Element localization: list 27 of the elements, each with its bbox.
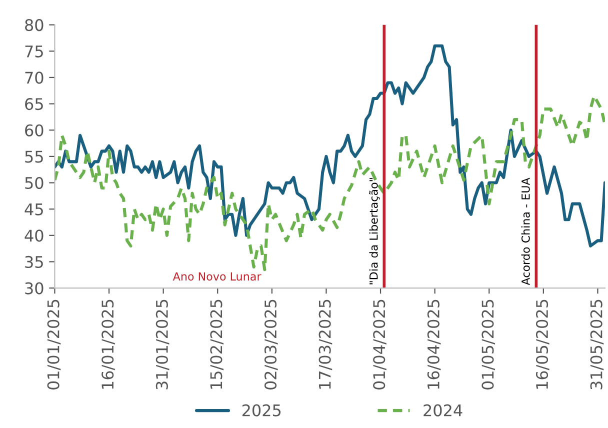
annotation: Ano Novo Lunar [172,272,262,281]
x-tick-label: 17/03/2025 [318,300,332,389]
x-tick-label: 16/01/2025 [102,300,115,389]
x-tick-label: 01/04/2025 [373,300,386,390]
legend-label: 2024 [424,404,462,416]
x-tick-label: 31/01/2025 [156,300,170,390]
x-tick-label: 31/05/2025 [590,300,604,390]
ref-line-label: "Dia da Libertação" [369,178,380,284]
x-tick-label: 01/05/2025 [482,300,496,390]
y-tick-label: 60 [25,124,44,136]
y-tick-label: 65 [25,98,43,110]
legend-label: 2025 [242,404,281,416]
y-tick-label: 80 [25,19,44,32]
y-tick-label: 45 [24,204,43,216]
y-tick-label: 55 [25,150,43,163]
y-tick-label: 40 [24,230,44,242]
x-tick-label: 15/02/2025 [210,300,224,389]
y-tick-label: 75 [25,46,43,58]
y-tick-label: 35 [25,256,43,268]
ref-line-label: Acordo China - EUA [521,178,530,286]
y-tick-label: 30 [25,282,44,294]
x-tick-label: 16/04/2025 [427,300,441,389]
x-tick-label: 16/05/2025 [536,300,550,389]
y-tick-label: 70 [25,72,44,84]
x-tick-label: 02/03/2025 [264,300,278,390]
x-tick-label: 01/01/2025 [47,300,61,390]
y-tick-label: 50 [25,176,44,190]
